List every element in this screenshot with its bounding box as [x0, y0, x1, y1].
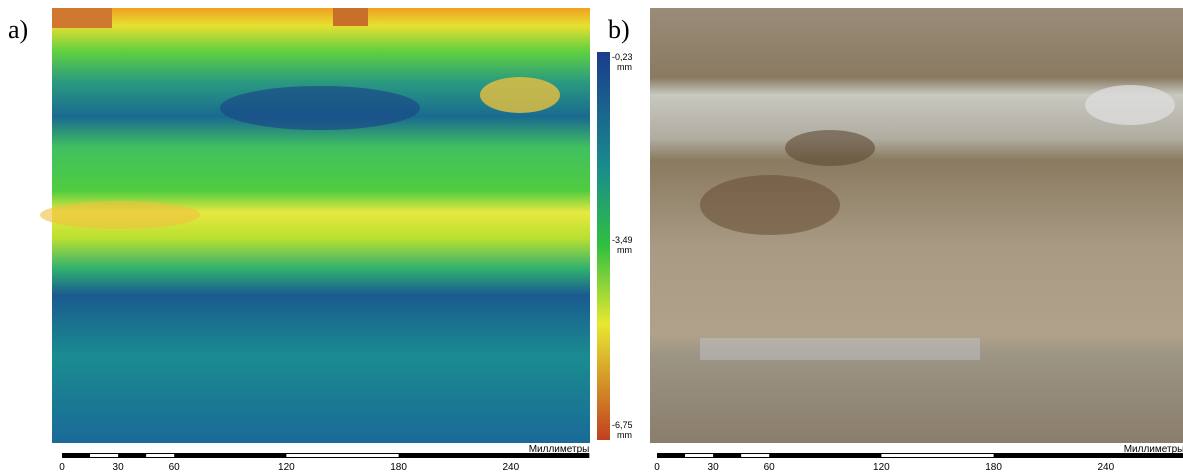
colorbar-label: -6,75 [612, 420, 633, 430]
colorbar-label: -3,49 [612, 235, 633, 245]
scale-bar-segment [741, 454, 770, 457]
scale-unit: Миллиметры [529, 444, 590, 455]
scale-tick-label: 120 [873, 462, 890, 473]
colorbar-unit: mm [617, 245, 632, 255]
scale-bar-segment [685, 454, 714, 457]
scale-tick-label: 240 [502, 462, 519, 473]
scale-tick-label: 60 [169, 462, 181, 473]
panel-label: b) [608, 15, 630, 44]
photo-blob [1085, 85, 1175, 125]
scale-tick-label: 180 [390, 462, 407, 473]
map-blob [40, 201, 200, 229]
colorbar-unit: mm [617, 430, 632, 440]
colorbar [597, 52, 610, 440]
scale-bar-segment [881, 454, 994, 457]
scale-tick-label: 0 [59, 462, 65, 473]
scale-tick-label: 120 [278, 462, 295, 473]
colorbar-unit: mm [617, 62, 632, 72]
photo-blob [700, 338, 980, 360]
scale-tick-label: 240 [1097, 462, 1114, 473]
scale-tick-label: 30 [113, 462, 125, 473]
scale-tick-label: 30 [708, 462, 720, 473]
photo-blob [700, 175, 840, 235]
map-blob [333, 8, 368, 26]
scale-tick-label: 0 [654, 462, 660, 473]
photo-blob [785, 130, 875, 166]
scale-tick-label: 180 [985, 462, 1002, 473]
panel-label: a) [8, 15, 28, 44]
map-blob [480, 77, 560, 113]
scale-bar-segment [90, 454, 119, 457]
colorbar-label: -0,23 [612, 52, 633, 62]
scale-bar-segment [146, 454, 175, 457]
map-blob [220, 86, 420, 130]
scale-bar-segment [286, 454, 399, 457]
scale-tick-label: 60 [764, 462, 776, 473]
scale-unit: Миллиметры [1124, 444, 1183, 455]
map-blob [52, 8, 112, 28]
